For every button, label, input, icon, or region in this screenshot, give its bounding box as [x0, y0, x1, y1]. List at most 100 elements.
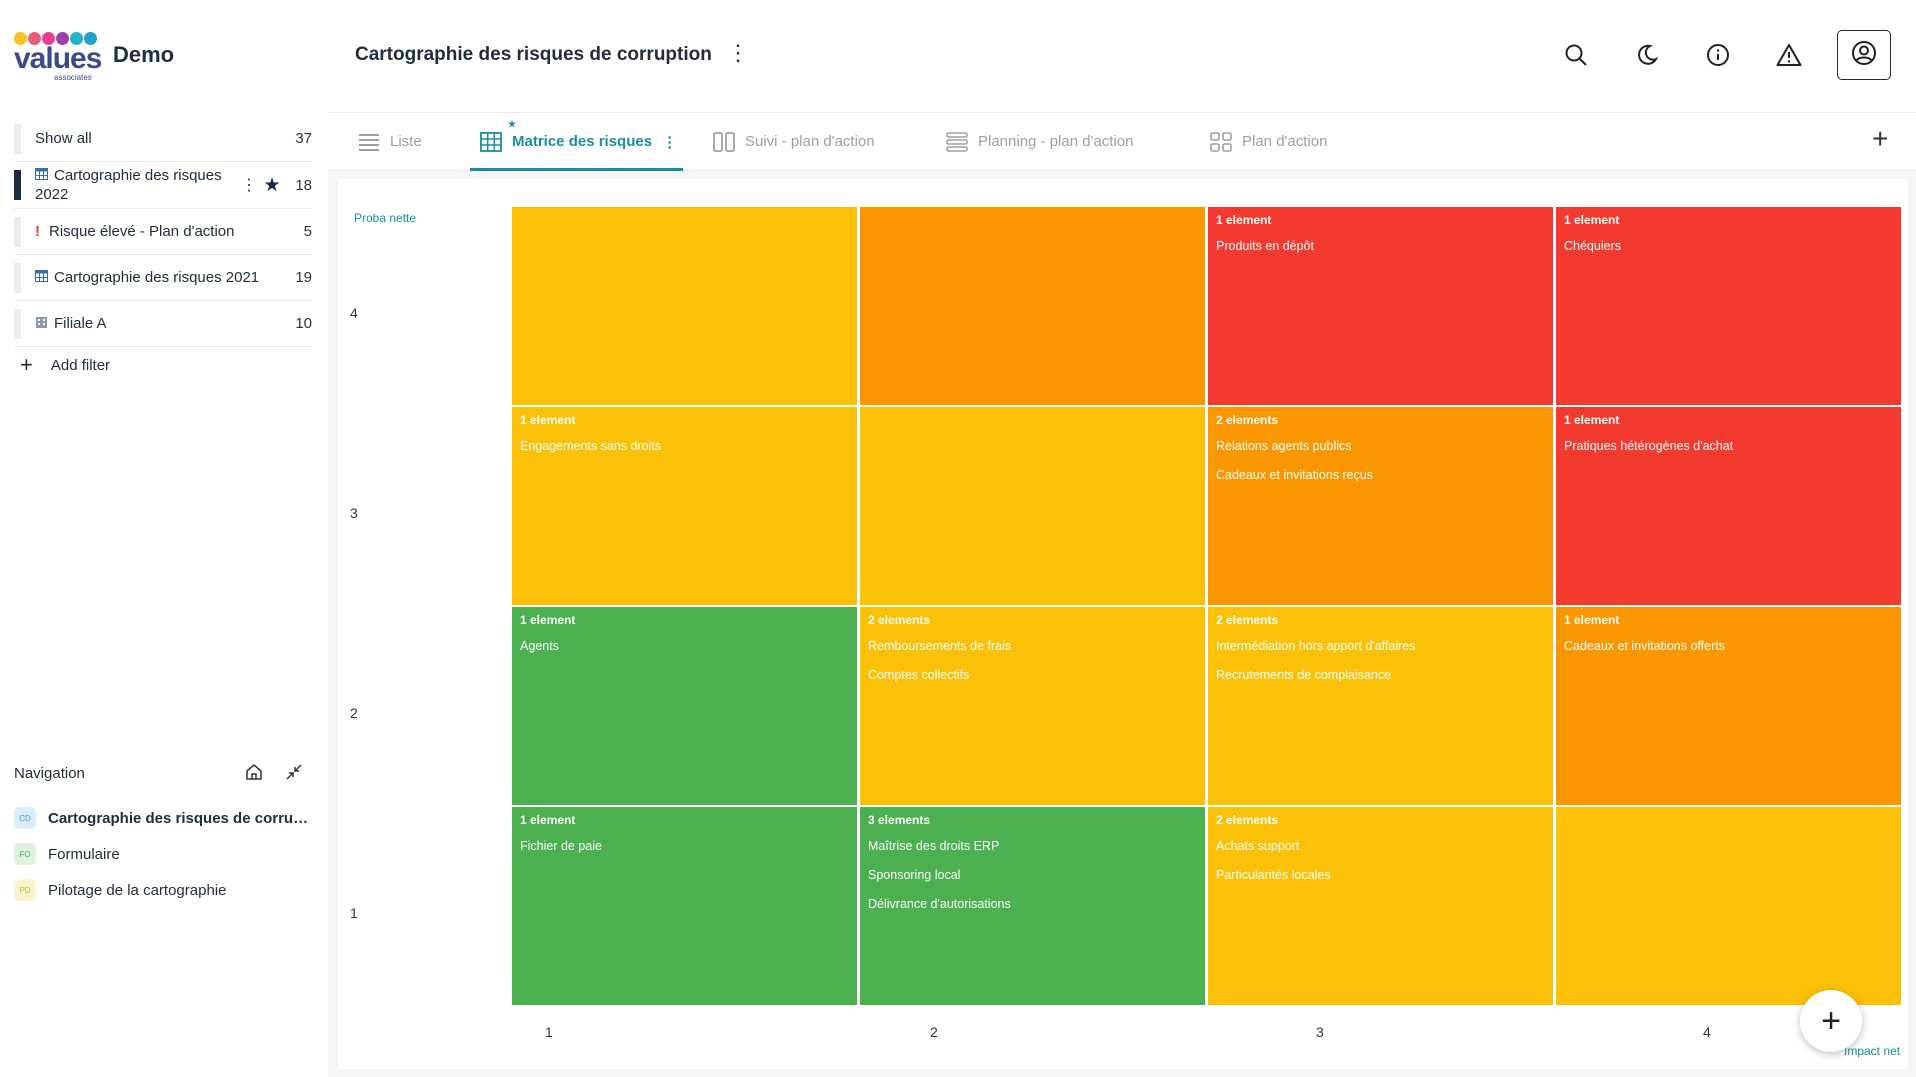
nav-item-formulaire[interactable]: FO Formulaire: [14, 836, 314, 872]
table-icon: [35, 166, 48, 185]
filter-risque-eleve[interactable]: ! Risque élevé - Plan d'action 5: [14, 209, 312, 255]
table-icon: [35, 268, 48, 287]
risk-item[interactable]: Fichier de paie: [520, 839, 602, 853]
tab-label: Planning - plan d'action: [978, 133, 1134, 150]
filter-show-all[interactable]: Show all 37: [14, 116, 312, 162]
matrix-cell[interactable]: 1 element Fichier de paie: [512, 807, 857, 1005]
risk-item[interactable]: Pratiques hétérogènes d'achat: [1564, 439, 1734, 453]
matrix-cell[interactable]: 3 elements Maîtrise des droits ERP Sponsor…: [860, 807, 1205, 1005]
exclamation-icon: !: [35, 223, 40, 240]
x-tick: 2: [930, 1024, 938, 1040]
risk-item[interactable]: Recrutements de complaisance: [1216, 668, 1392, 682]
tab-matrice-des-risques[interactable]: ★ Matrice des risques ⋮: [469, 113, 684, 171]
filter-indicator: [14, 308, 21, 339]
filter-indicator: [14, 123, 21, 154]
filter-label-text: Filiale A: [54, 315, 107, 332]
add-filter-label: Add filter: [50, 356, 111, 374]
tab-planning-plan-action[interactable]: Planning - plan d'action: [946, 113, 1133, 170]
add-filter-button[interactable]: + Add filter: [20, 352, 110, 378]
more-vertical-icon[interactable]: ⋮: [662, 133, 678, 151]
collapse-icon[interactable]: [284, 762, 304, 786]
pin-icon: ★: [508, 119, 517, 129]
grid-icon: [480, 131, 502, 152]
matrix-cell[interactable]: [860, 407, 1205, 605]
search-icon[interactable]: [1561, 40, 1591, 70]
navigation-title: Navigation: [14, 765, 85, 782]
user-account-button[interactable]: [1837, 30, 1891, 80]
matrix-cell[interactable]: [512, 207, 857, 405]
risk-item[interactable]: Sponsoring local: [868, 868, 961, 882]
risk-item[interactable]: Chéquiers: [1564, 239, 1621, 253]
risk-item[interactable]: Cadeaux et invitations offerts: [1564, 639, 1725, 653]
tab-liste[interactable]: Liste: [358, 113, 422, 170]
filter-label-text: Cartographie des risques 2022: [35, 167, 222, 203]
more-vertical-icon[interactable]: ⋮: [727, 40, 749, 65]
app-badge: FO: [14, 843, 36, 865]
filter-cartographie-2021[interactable]: Cartographie des risques 2021 19: [14, 255, 312, 301]
matrix-cell[interactable]: 1 element Cadeaux et invitations offerts: [1556, 607, 1901, 805]
tab-label: Matrice des risques: [512, 133, 653, 150]
risk-item[interactable]: Intermédiation hors apport d'affaires: [1216, 639, 1416, 653]
filter-label-text: Risque élevé - Plan d'action: [49, 223, 235, 240]
add-view-button[interactable]: +: [1872, 123, 1889, 154]
matrix-cell[interactable]: 2 elements Intermédiation hors apport d'a…: [1208, 607, 1553, 805]
filter-label: Cartographie des risques 2021: [35, 268, 286, 287]
filter-label: Cartographie des risques 2022: [35, 166, 240, 204]
matrix-cell[interactable]: 1 element Agents: [512, 607, 857, 805]
home-icon[interactable]: [244, 762, 264, 786]
y-tick: 2: [350, 705, 358, 721]
risk-item[interactable]: Produits en dépôt: [1216, 239, 1314, 253]
matrix-cell[interactable]: 2 elements Relations agents publics Cadeau…: [1208, 407, 1553, 605]
risk-item[interactable]: Relations agents publics: [1216, 439, 1352, 453]
matrix-cell[interactable]: 2 elements Achats support Particularités l…: [1208, 807, 1553, 1005]
risk-item[interactable]: Engagements sans droits: [520, 439, 662, 453]
more-vertical-icon[interactable]: ⋮: [241, 177, 257, 194]
logo-dot: [56, 32, 69, 45]
star-icon[interactable]: ★: [263, 174, 281, 196]
matrix-cell[interactable]: 2 elements Remboursements de frais Comptes…: [860, 607, 1205, 805]
risk-item[interactable]: Agents: [520, 639, 559, 653]
risk-item[interactable]: Délivrance d'autorisations: [868, 897, 1011, 911]
add-record-button[interactable]: +: [1800, 990, 1862, 1052]
matrix-cell[interactable]: 1 element Engagements sans droits: [512, 407, 857, 605]
tab-plan-action[interactable]: Plan d'action: [1210, 113, 1327, 170]
y-tick: 3: [350, 505, 358, 521]
info-icon[interactable]: [1703, 40, 1733, 70]
page-title: Cartographie des risques de corruption: [355, 44, 712, 65]
nav-item-label: Cartographie des risques de corruption: [48, 809, 310, 827]
tab-label: Suivi - plan d'action: [745, 133, 875, 150]
tab-label: Liste: [390, 133, 422, 150]
logo-dot: [84, 32, 97, 45]
risk-item[interactable]: Achats support: [1216, 839, 1300, 853]
moon-icon[interactable]: [1632, 40, 1662, 70]
matrix-cell[interactable]: 1 element Produits en dépôt: [1208, 207, 1553, 405]
risk-item[interactable]: Comptes collectifs: [868, 668, 970, 682]
filter-cartographie-2022[interactable]: Cartographie des risques 2022 ⋮ ★ 18: [14, 162, 312, 209]
app-badge: PD: [14, 879, 36, 901]
matrix-cell[interactable]: [1556, 807, 1901, 1005]
filter-filiale-a[interactable]: Filiale A 10: [14, 301, 312, 347]
filter-list: Show all 37 Cartographie des risques 202…: [14, 116, 312, 347]
gantt-icon: [946, 131, 968, 152]
risk-item[interactable]: Particularités locales: [1216, 868, 1331, 882]
nav-item-cartographie[interactable]: CD Cartographie des risques de corruptio…: [14, 800, 314, 836]
navigation-header: Navigation: [14, 764, 310, 782]
tab-suivi-plan-action[interactable]: Suivi - plan d'action: [713, 113, 875, 170]
warning-icon[interactable]: [1774, 40, 1804, 70]
risk-item[interactable]: Remboursements de frais: [868, 639, 1012, 653]
sidebar: values associates Demo Show all 37 Carto…: [0, 0, 328, 1077]
risk-item[interactable]: Maîtrise des droits ERP: [868, 839, 1000, 853]
navigation-list: CD Cartographie des risques de corruptio…: [14, 800, 314, 908]
matrix-cell[interactable]: 1 element Pratiques hétérogènes d'achat: [1556, 407, 1901, 605]
filter-label: Show all: [35, 130, 92, 147]
risk-item[interactable]: Cadeaux et invitations reçus: [1216, 468, 1374, 482]
logo-word: values: [14, 42, 102, 75]
filter-count: 18: [295, 176, 312, 194]
cell-count: 1 element: [1564, 413, 1620, 427]
values-logo[interactable]: values associates: [14, 32, 102, 82]
logo-dot: [42, 32, 55, 45]
matrix-cell[interactable]: 1 element Chéquiers: [1556, 207, 1901, 405]
matrix-cell[interactable]: [860, 207, 1205, 405]
nav-item-pilotage[interactable]: PD Pilotage de la cartographie: [14, 872, 314, 908]
app-badge: CD: [14, 807, 36, 829]
